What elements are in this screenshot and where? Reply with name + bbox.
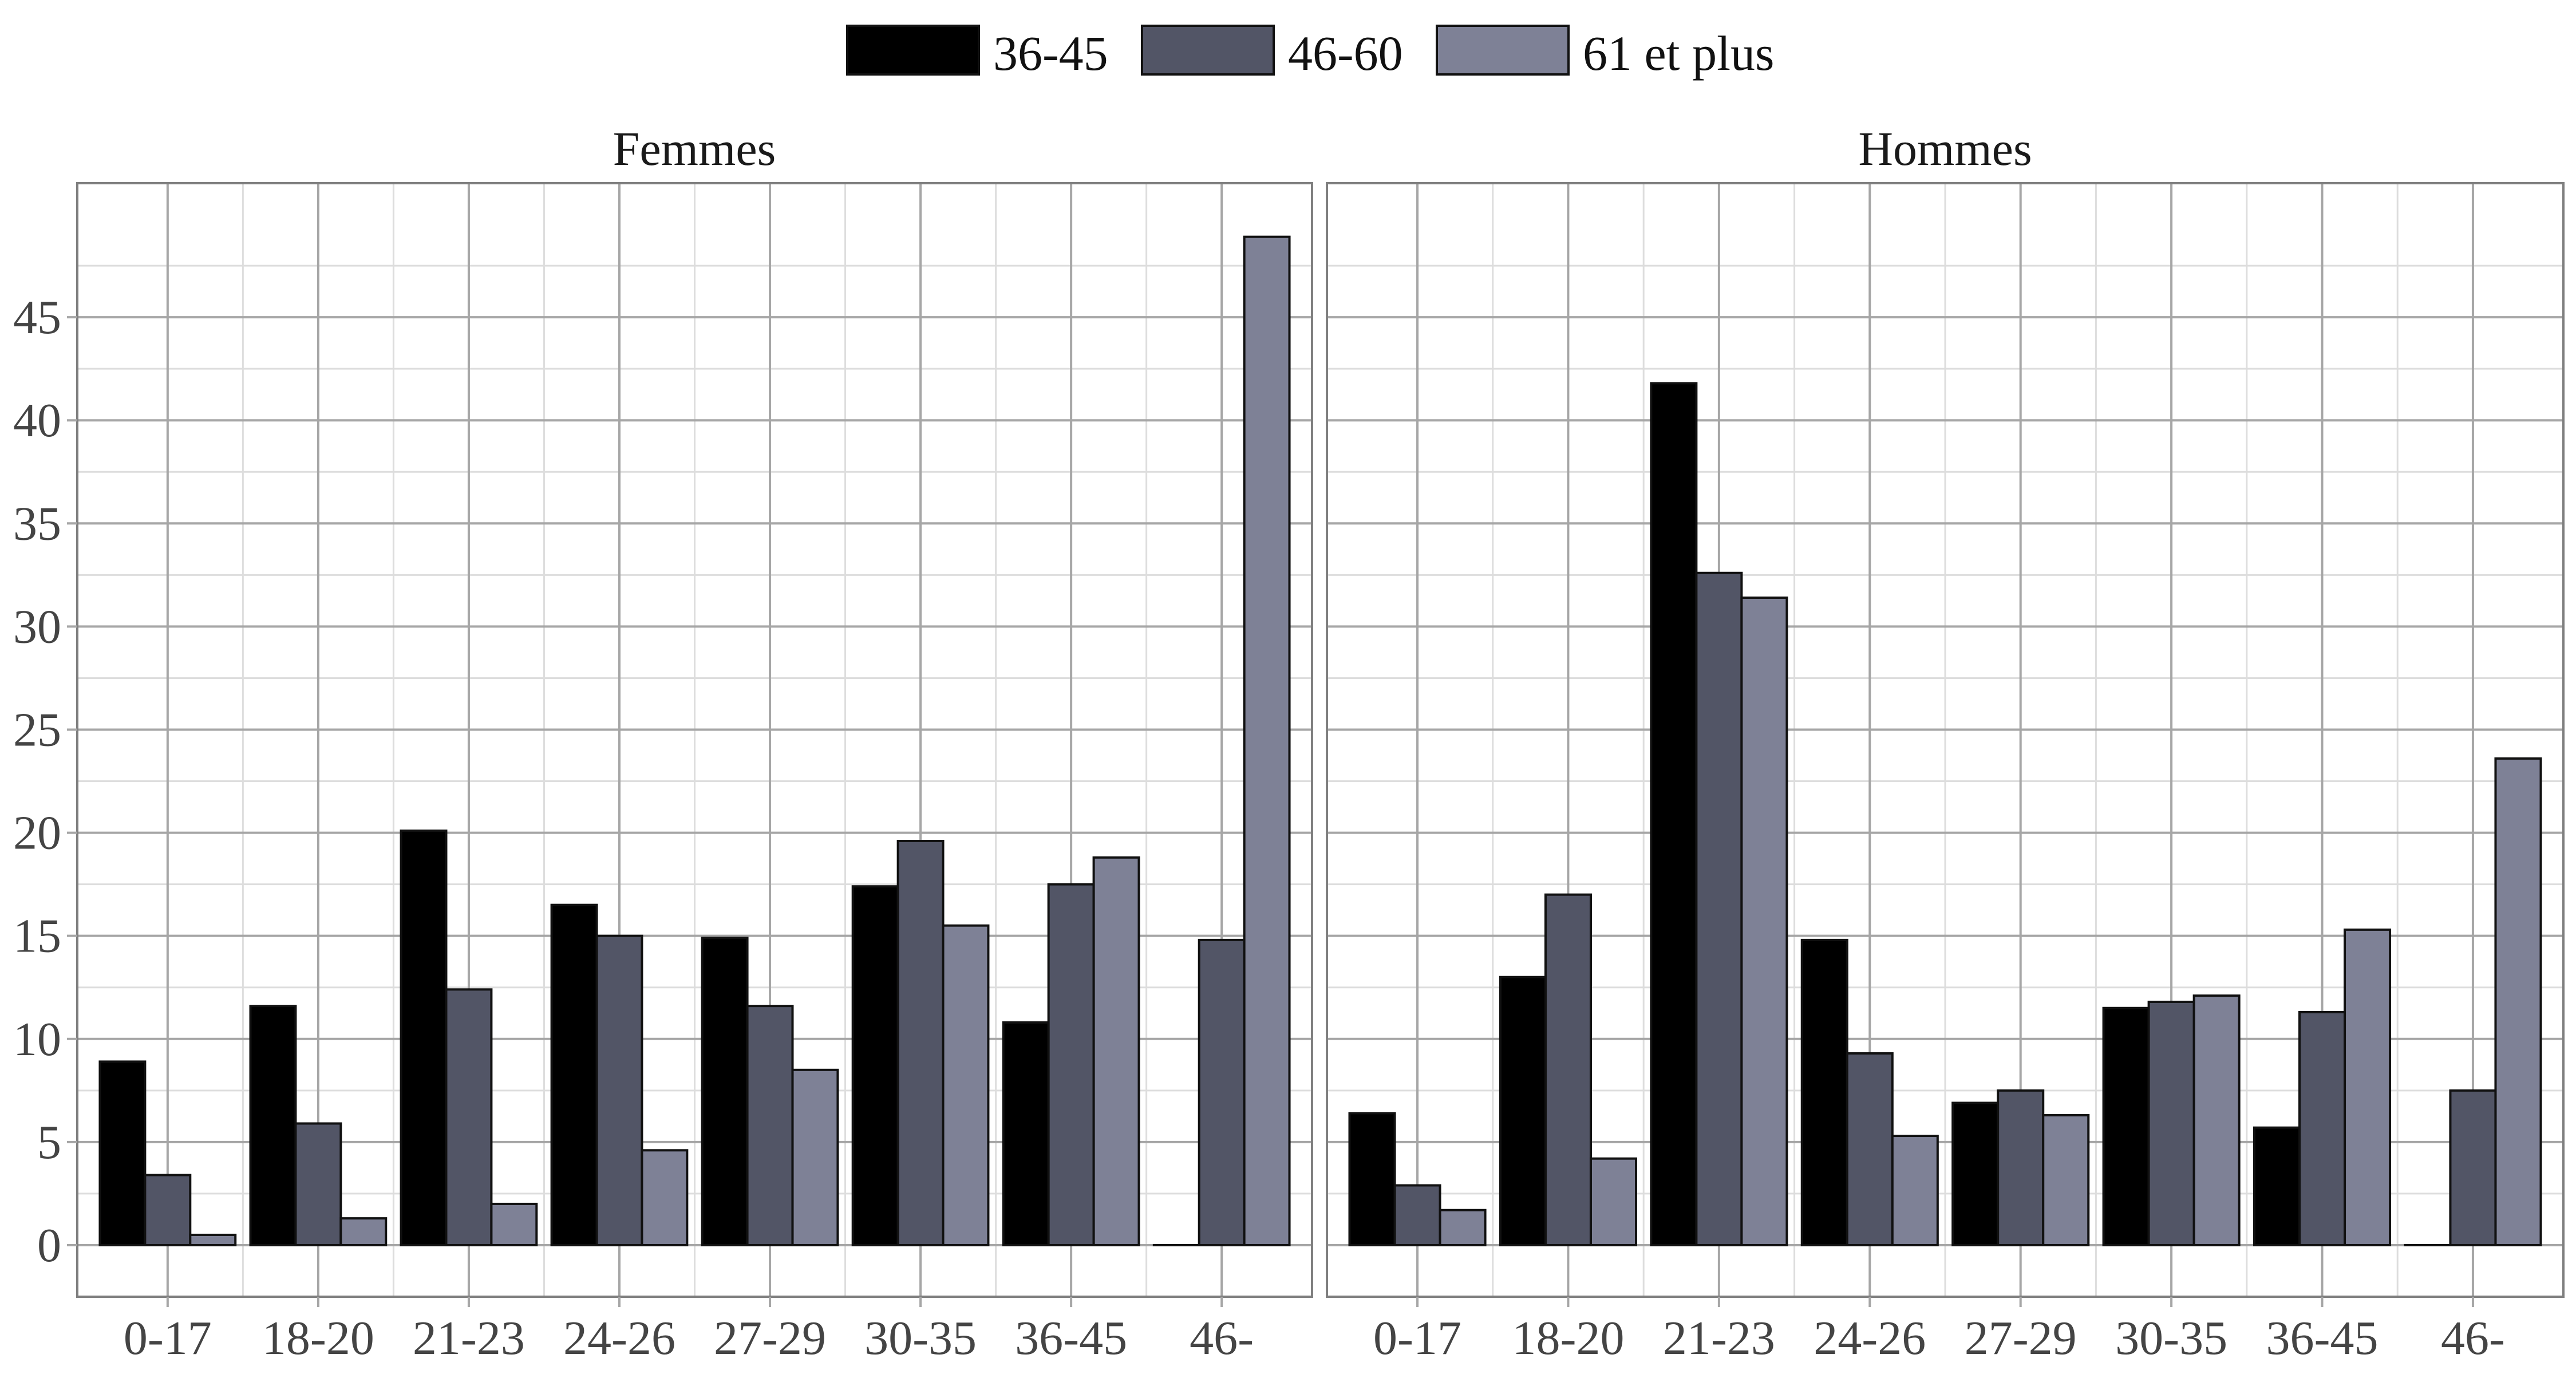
y-tick-label-30: 30 <box>13 600 61 653</box>
bar-femmes-46-60-18-20 <box>294 1122 342 1246</box>
y-axis: 0 5 10 15 20 25 30 35 40 45 <box>13 291 77 1272</box>
panel-border <box>1326 182 2565 1298</box>
y-tick-label-0: 0 <box>37 1219 61 1272</box>
bar-femmes-61-et-plus-24-26 <box>641 1149 689 1246</box>
bar-hommes-61-et-plus-21-23 <box>1740 596 1788 1246</box>
bar-hommes-36-45-0-17 <box>1348 1112 1396 1246</box>
y-tick-label-25: 25 <box>13 703 61 756</box>
y-tick-label-40: 40 <box>13 394 61 447</box>
bar-femmes-61-et-plus-27-29 <box>791 1068 839 1246</box>
bar-femmes-61-et-plus-18-20 <box>339 1217 388 1246</box>
bar-femmes-46-60-36-45 <box>1047 883 1095 1246</box>
bar-femmes-61-et-plus-0-17 <box>189 1233 237 1246</box>
panel-femmes: 0-17 18-20 21-23 24-26 27-29 30-35 36-45 46- <box>76 182 1313 1365</box>
x-tick-label-27-29: 27-29 <box>714 1312 826 1365</box>
y-tick-label-45: 45 <box>13 291 61 344</box>
bar-femmes-46-60-0-17 <box>144 1174 192 1246</box>
bar-femmes-46-60-21-23 <box>445 988 493 1246</box>
bar-hommes-61-et-plus-27-29 <box>2042 1114 2090 1246</box>
legend-label-36-45: 36-45 <box>993 26 1108 81</box>
panel-border <box>76 182 1313 1298</box>
legend-label-46-60: 46-60 <box>1288 26 1403 81</box>
bar-femmes-36-45-18-20 <box>249 1005 297 1246</box>
y-tick-label-10: 10 <box>13 1013 61 1066</box>
x-tick-label-21-23: 21-23 <box>413 1312 525 1365</box>
x-tick-label-27-29: 27-29 <box>1965 1312 2077 1365</box>
x-tick-label-46: 46- <box>1190 1312 1254 1365</box>
bar-hommes-46-60-18-20 <box>1544 893 1592 1246</box>
y-tick-label-35: 35 <box>13 497 61 550</box>
bar-hommes-36-45-27-29 <box>1951 1101 2000 1246</box>
bar-hommes-61-et-plus-18-20 <box>1589 1157 1637 1246</box>
x-tick-label-24-26: 24-26 <box>1814 1312 1926 1365</box>
bar-hommes-61-et-plus-0-17 <box>1439 1209 1487 1246</box>
x-tick-label-0-17: 0-17 <box>124 1312 212 1365</box>
panel-title-femmes: Femmes <box>613 123 776 176</box>
bar-femmes-61-et-plus-30-35 <box>942 924 990 1246</box>
bar-femmes-46-60-27-29 <box>746 1005 794 1246</box>
legend-key-46-60 <box>1141 25 1275 76</box>
bar-femmes-36-45-36-45 <box>1002 1021 1050 1246</box>
legend-label-61-et-plus: 61 et plus <box>1583 26 1774 81</box>
y-tick-label-5: 5 <box>37 1116 61 1169</box>
bar-hommes-46-60-36-45 <box>2298 1010 2346 1246</box>
bar-hommes-36-45-30-35 <box>2102 1006 2150 1246</box>
bar-hommes-46-60-27-29 <box>1997 1089 2045 1246</box>
bar-femmes-36-45-30-35 <box>851 885 899 1246</box>
bar-femmes-46-60-24-26 <box>595 934 643 1246</box>
y-tick-label-20: 20 <box>13 807 61 860</box>
y-tick-label-15: 15 <box>13 910 61 963</box>
bar-hommes-61-et-plus-24-26 <box>1891 1135 1939 1246</box>
bar-femmes-36-45-24-26 <box>550 903 598 1246</box>
bar-femmes-61-et-plus-21-23 <box>490 1202 538 1246</box>
legend-key-61-et-plus <box>1436 25 1570 76</box>
bar-femmes-36-45-21-23 <box>400 829 448 1246</box>
x-tick-label-18-20: 18-20 <box>1512 1312 1624 1365</box>
bar-femmes-36-45-0-17 <box>98 1060 147 1246</box>
x-tick-label-36-45: 36-45 <box>2266 1312 2379 1365</box>
bar-hommes-61-et-plus-30-35 <box>2192 994 2241 1246</box>
x-tick-label-24-26: 24-26 <box>563 1312 675 1365</box>
x-tick-label-36-45: 36-45 <box>1015 1312 1127 1365</box>
x-tick-label-30-35: 30-35 <box>864 1312 977 1365</box>
bar-hommes-36-45-36-45 <box>2253 1126 2301 1246</box>
bar-hommes-36-45-24-26 <box>1800 938 1848 1246</box>
legend: 36-45 46-60 61 et plus <box>846 25 1774 81</box>
bar-hommes-46-60-21-23 <box>1695 571 1743 1246</box>
x-tick-label-46: 46- <box>2441 1312 2505 1365</box>
x-tick-label-18-20: 18-20 <box>262 1312 374 1365</box>
bar-hommes-36-45-21-23 <box>1650 382 1698 1246</box>
panel-hommes: 0-17 18-20 21-23 24-26 27-29 30-35 36-45 46- <box>1326 182 2565 1365</box>
bar-hommes-46-60-0-17 <box>1393 1184 1441 1246</box>
bar-hommes-61-et-plus-46 <box>2494 757 2542 1246</box>
bar-femmes-61-et-plus-36-45 <box>1092 856 1140 1246</box>
bar-femmes-46-60-46 <box>1198 938 1246 1246</box>
bar-hommes-46-60-24-26 <box>1846 1052 1894 1246</box>
bar-hommes-61-et-plus-36-45 <box>2344 928 2392 1246</box>
x-tick-label-30-35: 30-35 <box>2115 1312 2227 1365</box>
bar-femmes-61-et-plus-46 <box>1243 235 1291 1246</box>
legend-key-36-45 <box>846 25 980 76</box>
bar-hommes-46-60-30-35 <box>2147 1000 2195 1246</box>
bar-hommes-46-60-46 <box>2449 1089 2497 1246</box>
bar-femmes-36-45-27-29 <box>701 937 749 1246</box>
x-tick-label-21-23: 21-23 <box>1663 1312 1775 1365</box>
bar-hommes-36-45-18-20 <box>1499 976 1547 1246</box>
bar-femmes-46-60-30-35 <box>896 839 945 1246</box>
x-tick-label-0-17: 0-17 <box>1373 1312 1461 1365</box>
panel-title-hommes: Hommes <box>1858 123 2032 176</box>
